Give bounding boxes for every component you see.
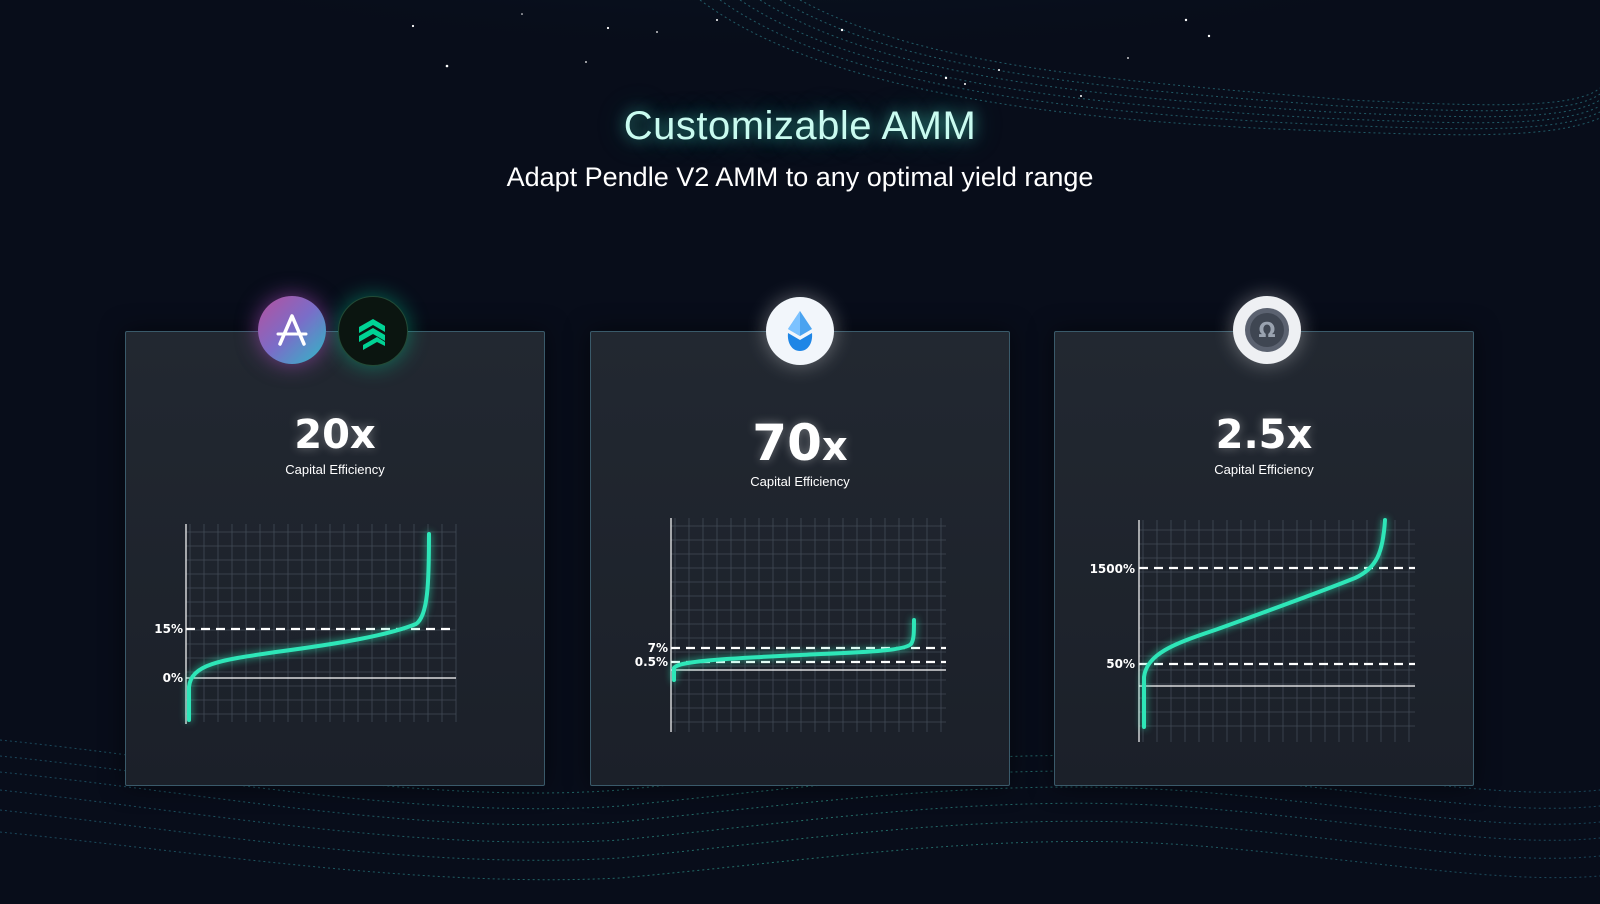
lido-icon [766,297,834,365]
amm-curve [672,618,916,682]
capital-efficiency-caption: Capital Efficiency [285,462,385,477]
efficiency-multiplier: 2.5x [1215,412,1313,458]
page-title: Customizable AMM [623,104,977,148]
label-upper: 15% [154,622,183,636]
amm-curve-chart: 15% 0% [154,524,457,724]
amm-curve-chart: 7% 0.5% [635,518,946,732]
label-lower: 0.5% [635,655,668,669]
card-aave-compound: 20x Capital Efficiency 15% 0% [125,331,545,786]
capital-efficiency-caption: Capital Efficiency [1214,462,1314,477]
amm-curve-chart: 1500% 50% [1090,518,1415,742]
amm-curve [1142,518,1387,729]
olympus-icon: Ω [1233,296,1301,364]
card-lido: 70x Capital Efficiency 7% 0.5% [590,331,1010,786]
aave-icon [258,296,326,364]
efficiency-multiplier: 20x [294,412,376,458]
label-lower: 0% [163,671,183,685]
label-upper: 1500% [1090,562,1135,576]
efficiency-multiplier: 70x [752,414,848,472]
label-upper: 7% [648,641,668,655]
label-lower: 50% [1106,657,1135,671]
amm-curve [187,532,431,722]
page-subtitle: Adapt Pendle V2 AMM to any optimal yield… [506,162,1094,192]
svg-text:Ω: Ω [1258,318,1275,342]
compound-icon [338,296,408,366]
capital-efficiency-caption: Capital Efficiency [750,474,850,489]
card-olympus: 2.5x Capital Efficiency 1500% 50% [1054,331,1474,786]
